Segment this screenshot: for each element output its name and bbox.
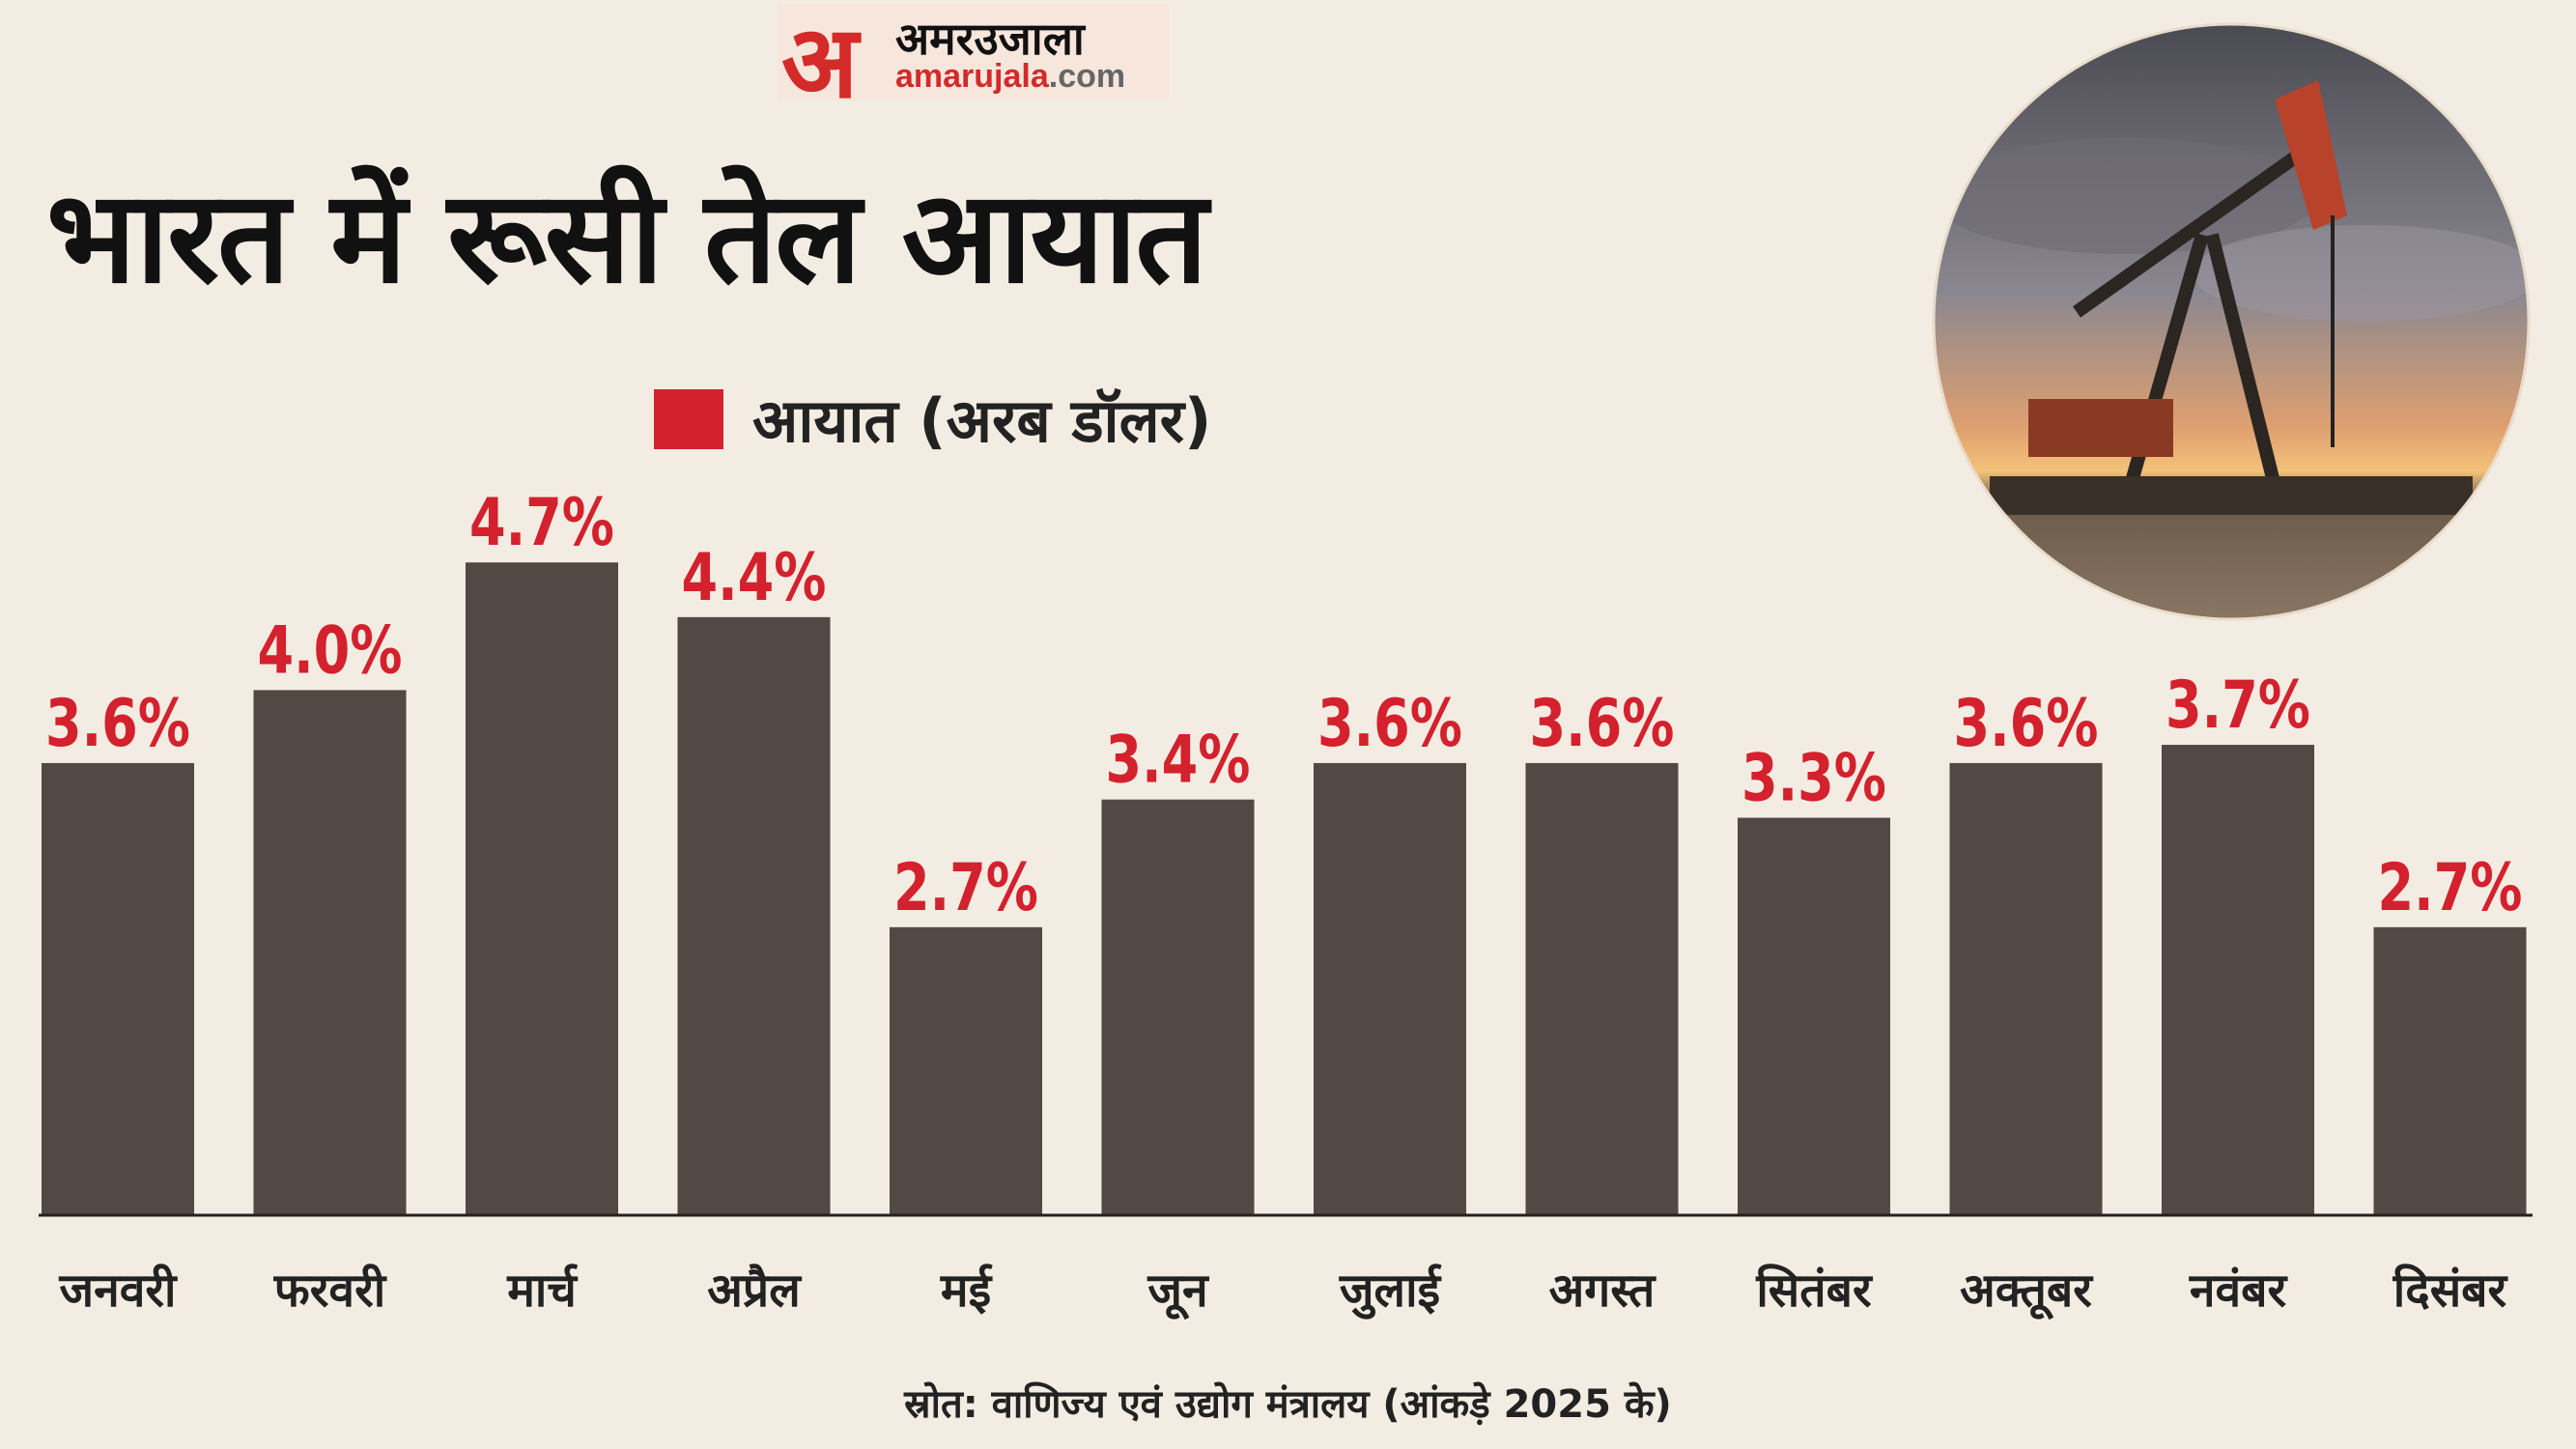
logo-hindi: अमरउजाला (895, 13, 1085, 65)
data-label: 2.7% (2378, 850, 2523, 926)
logo-mark: अ (781, 3, 859, 121)
data-label: 4.4% (682, 540, 827, 616)
bar-6 (1101, 799, 1255, 1214)
bar-2 (253, 690, 407, 1214)
oil-pumpjack-photo (1932, 22, 2531, 621)
data-label: 3.6% (1530, 686, 1675, 762)
bar-11 (2162, 745, 2314, 1214)
month-label: अगस्त (1549, 1264, 1656, 1318)
bar-4 (677, 616, 831, 1214)
month-label: जुलाई (1339, 1264, 1442, 1320)
data-label: 3.6% (1954, 686, 2099, 762)
legend-swatch (654, 389, 723, 449)
data-label: 4.7% (469, 485, 614, 561)
source-note: स्रोत: वाणिज्य एवं उद्योग मंत्रालय (आंकड… (904, 1382, 1672, 1427)
amar-ujala-logo: अ अमरउजाला amarujala.com (778, 3, 1169, 121)
data-label: 3.4% (1106, 723, 1251, 799)
bar-5 (890, 926, 1042, 1214)
data-label: 3.6% (45, 686, 190, 762)
month-label: नवंबर (2189, 1264, 2289, 1318)
data-label: 4.0% (258, 612, 403, 689)
logo-site: amarujala.com (895, 58, 1125, 96)
legend: आयात (अरब डॉलर) (654, 379, 1211, 460)
logo-site-tld: .com (1048, 58, 1126, 95)
logo-site-main: amarujala (895, 58, 1049, 95)
bar-1 (42, 762, 194, 1214)
bar-3 (466, 562, 618, 1214)
month-label: अक्तूबर (1960, 1264, 2094, 1321)
month-label: फरवरी (273, 1264, 387, 1318)
bar-9 (1738, 817, 1890, 1214)
month-label: मई (940, 1264, 993, 1318)
data-label: 3.6% (1317, 686, 1462, 762)
month-label: मार्च (506, 1264, 579, 1318)
month-label: दिसंबर (2392, 1264, 2509, 1318)
month-label: सितंबर (1755, 1264, 1874, 1318)
legend-label: आयात (अरब डॉलर) (752, 385, 1212, 456)
data-label: 3.7% (2166, 668, 2310, 744)
page-title: भारत में रूसी तेल आयात (46, 163, 1208, 312)
bar-8 (1525, 762, 1679, 1214)
month-label: अप्रैल (707, 1264, 802, 1318)
bar-12 (2373, 926, 2527, 1214)
month-label: जनवरी (58, 1264, 178, 1318)
bar-10 (1949, 762, 2103, 1214)
month-label: जून (1146, 1264, 1210, 1321)
data-label: 3.3% (1741, 741, 1886, 817)
bar-7 (1314, 762, 1466, 1214)
data-label: 2.7% (893, 850, 1038, 926)
